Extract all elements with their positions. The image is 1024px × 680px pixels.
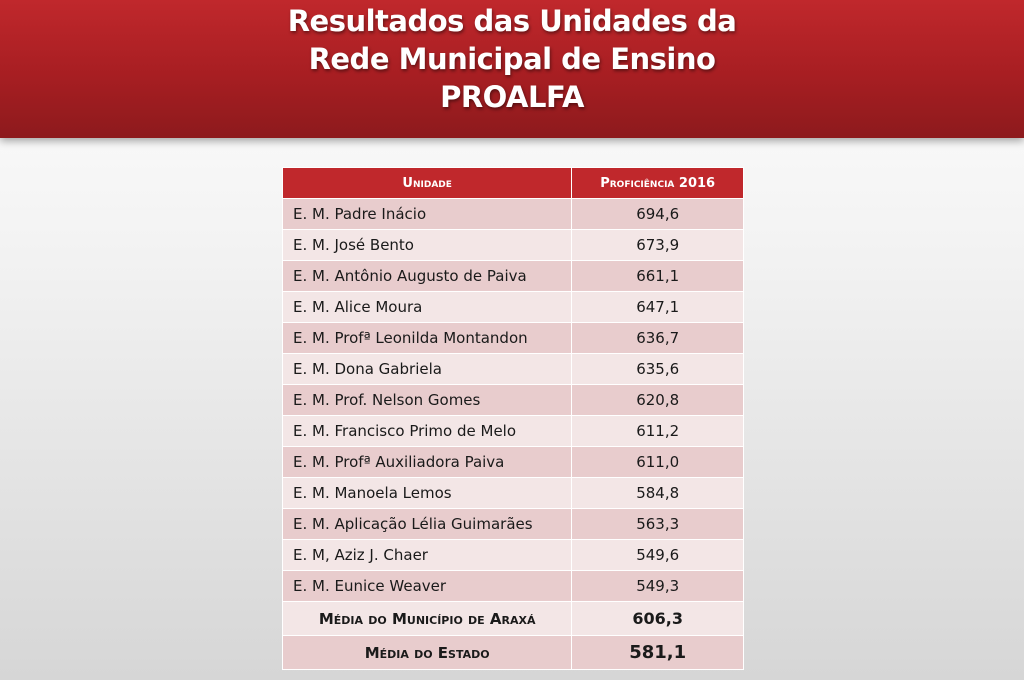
title-line-1: Resultados das Unidades da bbox=[287, 4, 737, 38]
slide-title: Resultados das Unidades da Rede Municipa… bbox=[0, 2, 1024, 116]
municipal-average-value: 606,3 bbox=[571, 601, 744, 636]
state-average-value: 581,1 bbox=[571, 635, 744, 670]
value-cell: 636,7 bbox=[571, 322, 744, 354]
table-row: E. M. Dona Gabriela 635,6 bbox=[281, 353, 744, 385]
table-row: E. M. Alice Moura 647,1 bbox=[281, 291, 744, 323]
unit-cell: E. M. Alice Moura bbox=[281, 291, 573, 323]
value-cell: 673,9 bbox=[571, 229, 744, 261]
state-average-label: Média do Estado bbox=[281, 635, 573, 670]
value-cell: 694,6 bbox=[571, 198, 744, 230]
value-cell: 661,1 bbox=[571, 260, 744, 292]
table-row: E. M. Francisco Primo de Melo 611,2 bbox=[281, 415, 744, 447]
table-row: E. M. Aplicação Lélia Guimarães 563,3 bbox=[281, 508, 744, 540]
slide-header: Resultados das Unidades da Rede Municipa… bbox=[0, 0, 1024, 138]
table-row: E. M, Aziz J. Chaer 549,6 bbox=[281, 539, 744, 571]
value-cell: 549,3 bbox=[571, 570, 744, 602]
unit-cell: E. M. Eunice Weaver bbox=[281, 570, 573, 602]
column-header-unit: Unidade bbox=[281, 167, 573, 199]
value-cell: 647,1 bbox=[571, 291, 744, 323]
unit-cell: E. M. Profª Auxiliadora Paiva bbox=[281, 446, 573, 478]
title-line-2: Rede Municipal de Ensino bbox=[308, 42, 716, 76]
table-row: E. M. Manoela Lemos 584,8 bbox=[281, 477, 744, 509]
table-row: E. M. Prof. Nelson Gomes 620,8 bbox=[281, 384, 744, 416]
unit-cell: E. M. Prof. Nelson Gomes bbox=[281, 384, 573, 416]
table-row: E. M. José Bento 673,9 bbox=[281, 229, 744, 261]
value-cell: 635,6 bbox=[571, 353, 744, 385]
value-cell: 620,8 bbox=[571, 384, 744, 416]
column-header-proficiency: Proficiência 2016 bbox=[571, 167, 744, 199]
unit-cell: E. M. Manoela Lemos bbox=[281, 477, 573, 509]
unit-cell: E. M. Antônio Augusto de Paiva bbox=[281, 260, 573, 292]
unit-cell: E. M. José Bento bbox=[281, 229, 573, 261]
value-cell: 563,3 bbox=[571, 508, 744, 540]
value-cell: 611,0 bbox=[571, 446, 744, 478]
municipal-average-row: Média do Município de Araxá 606,3 bbox=[281, 601, 744, 636]
value-cell: 611,2 bbox=[571, 415, 744, 447]
table-row: E. M. Padre Inácio 694,6 bbox=[281, 198, 744, 230]
title-line-3: PROALFA bbox=[440, 80, 584, 114]
results-table: Unidade Proficiência 2016 E. M. Padre In… bbox=[281, 167, 744, 670]
table-header-row: Unidade Proficiência 2016 bbox=[281, 167, 744, 199]
table-row: E. M. Profª Leonilda Montandon 636,7 bbox=[281, 322, 744, 354]
unit-cell: E. M. Dona Gabriela bbox=[281, 353, 573, 385]
value-cell: 584,8 bbox=[571, 477, 744, 509]
unit-cell: E. M. Profª Leonilda Montandon bbox=[281, 322, 573, 354]
unit-cell: E. M, Aziz J. Chaer bbox=[281, 539, 573, 571]
table-row: E. M. Antônio Augusto de Paiva 661,1 bbox=[281, 260, 744, 292]
unit-cell: E. M. Padre Inácio bbox=[281, 198, 573, 230]
unit-cell: E. M. Francisco Primo de Melo bbox=[281, 415, 573, 447]
value-cell: 549,6 bbox=[571, 539, 744, 571]
table-row: E. M. Eunice Weaver 549,3 bbox=[281, 570, 744, 602]
unit-cell: E. M. Aplicação Lélia Guimarães bbox=[281, 508, 573, 540]
municipal-average-label: Média do Município de Araxá bbox=[281, 601, 573, 636]
table-row: E. M. Profª Auxiliadora Paiva 611,0 bbox=[281, 446, 744, 478]
state-average-row: Média do Estado 581,1 bbox=[281, 635, 744, 670]
